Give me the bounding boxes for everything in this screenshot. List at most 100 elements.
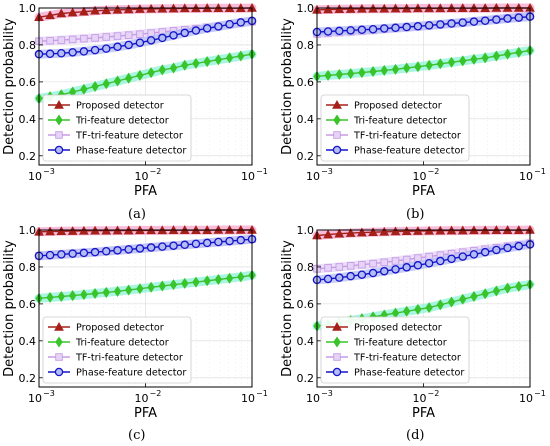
point-tri-feature (402, 305, 411, 317)
x-axis-label: PFA (412, 184, 435, 199)
legend: Proposed detector Tri-feature detector TF-… (320, 94, 470, 162)
y-tick-label: 1.0 (19, 224, 37, 237)
point-phase-feature (447, 254, 456, 264)
point-tri-feature (113, 285, 122, 297)
legend-label-proposed: Proposed detector (76, 323, 164, 334)
point-proposed (334, 228, 345, 238)
y-axis-label: Detection probability (280, 18, 295, 155)
y-axis-label: Detection probability (280, 240, 295, 377)
legend-label-tri-feature: Tri-feature detector (75, 338, 169, 349)
legend-label-proposed: Proposed detector (354, 323, 442, 334)
x-tick-label: 10 (135, 392, 149, 405)
point-tf-tri-feature (346, 262, 355, 270)
point-tri-feature (158, 64, 166, 76)
point-phase-feature (68, 48, 77, 57)
point-tri-feature (515, 46, 523, 58)
point-phase-feature (458, 18, 467, 27)
point-phase-feature (45, 250, 55, 260)
point-tri-feature (192, 276, 200, 288)
point-tri-feature (470, 53, 478, 65)
y-tick-label: 0.6 (19, 76, 37, 89)
point-phase-feature (503, 14, 512, 23)
point-proposed (345, 4, 356, 13)
point-tri-feature (80, 83, 88, 95)
y-tick-label: 0.2 (297, 150, 315, 163)
point-tri-feature (447, 56, 456, 68)
legend-marker-tf-tri-feature (55, 131, 63, 139)
point-proposed (401, 226, 412, 236)
panel-b: 0.20.40.60.81.010 −3 10 −2 10 −1PFADetection … (280, 2, 546, 199)
point-phase-feature (79, 47, 89, 56)
point-tri-feature (481, 52, 489, 64)
point-tri-feature (425, 59, 433, 71)
point-phase-feature (368, 268, 378, 278)
point-phase-feature (135, 38, 145, 47)
legend-marker-tf-tri-feature (55, 353, 63, 361)
series-tri-feature (312, 44, 535, 82)
point-tri-feature (459, 55, 467, 67)
point-tri-feature (503, 282, 512, 294)
legend-label-tri-feature: Tri-feature detector (353, 338, 447, 349)
caption-a: (a) (128, 207, 146, 222)
series-phase-feature (34, 234, 257, 261)
y-axis: 0.2 0.4 0.6 0.8 1.0 (19, 2, 43, 163)
point-proposed (323, 229, 333, 239)
point-tf-tri-feature (46, 36, 54, 45)
point-tri-feature (158, 280, 166, 292)
point-tri-feature (192, 57, 200, 69)
point-tri-feature (225, 272, 234, 284)
y-axis-label: Detection probability (2, 240, 17, 377)
point-phase-feature (236, 18, 246, 27)
point-proposed (368, 227, 378, 236)
point-phase-feature (492, 245, 501, 255)
point-proposed (101, 5, 112, 14)
point-tri-feature (470, 290, 478, 303)
point-tri-feature (68, 290, 77, 302)
x-tick-label: 10 (28, 392, 42, 405)
point-phase-feature (514, 241, 524, 251)
point-phase-feature (146, 243, 156, 252)
point-proposed (146, 3, 156, 13)
point-phase-feature (202, 24, 212, 33)
legend-box (42, 94, 192, 162)
legend-label-phase-feature: Phase-feature detector (354, 146, 464, 157)
x-tick-exponent: −1 (534, 167, 546, 176)
legend: Proposed detector Tri-feature detector TF-… (42, 316, 192, 384)
point-phase-feature (113, 42, 122, 52)
point-phase-feature (135, 244, 145, 253)
point-tf-tri-feature (68, 35, 77, 44)
point-phase-feature (492, 15, 501, 24)
point-proposed (90, 5, 100, 15)
point-tri-feature (515, 280, 523, 292)
x-axis: 10 −3 10 −2 10 −1 (28, 383, 268, 405)
x-axis: 10 −3 10 −2 10 −1 (28, 161, 268, 183)
point-tri-feature (214, 54, 223, 66)
y-tick-label: 0.6 (297, 76, 315, 89)
point-phase-feature (480, 247, 490, 257)
legend-marker-proposed (54, 99, 64, 109)
point-phase-feature (214, 237, 223, 247)
point-tri-feature (237, 271, 245, 283)
legend-marker-tri-feature (55, 114, 63, 126)
y-tick-label: 0.2 (19, 372, 37, 385)
legend-label-tf-tri-feature: TF-tri-feature detector (75, 131, 183, 142)
point-tf-tri-feature (80, 34, 88, 43)
legend-marker-tri-feature (333, 336, 341, 348)
point-phase-feature (225, 236, 234, 246)
point-phase-feature (101, 246, 111, 256)
x-axis: 10 −3 10 −2 10 −1 (306, 383, 546, 405)
point-tri-feature (447, 296, 456, 308)
point-tf-tri-feature (391, 257, 400, 265)
point-tri-feature (402, 62, 411, 74)
y-tick-label: 0.4 (19, 335, 37, 348)
y-axis-label: Detection probability (2, 18, 17, 155)
point-tri-feature (503, 48, 512, 60)
y-tick-label: 1.0 (297, 224, 315, 237)
point-tri-feature (113, 75, 122, 87)
x-tick-label: 10 (519, 170, 533, 183)
series-tri-feature (34, 269, 257, 304)
x-tick-label: 10 (306, 170, 320, 183)
x-tick-exponent: −2 (428, 167, 440, 176)
point-tri-feature (124, 72, 133, 84)
